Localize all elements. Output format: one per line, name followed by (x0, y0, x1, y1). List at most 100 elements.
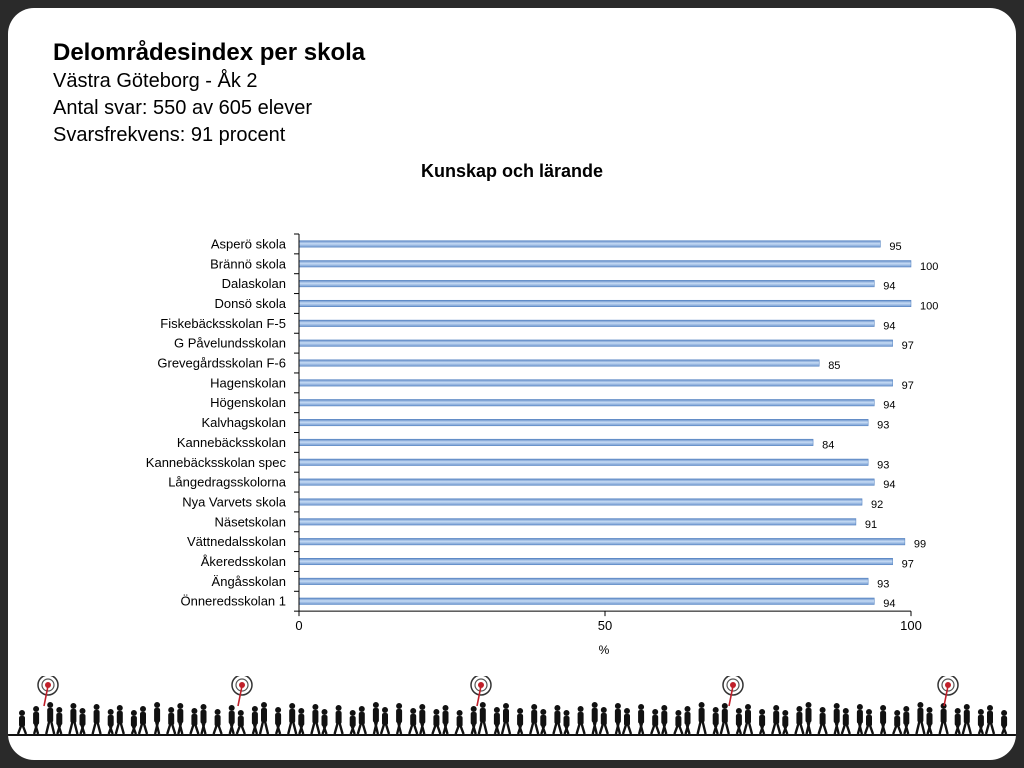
walking-person-icon (408, 708, 419, 735)
value-label: 94 (883, 320, 895, 332)
chart-title: Kunskap och lärande (420, 161, 604, 181)
walking-person-icon (228, 705, 235, 735)
x-tick-label: 50 (598, 618, 612, 633)
walking-person-icon (130, 710, 138, 735)
walking-person-icon (137, 706, 149, 735)
category-label: Ängåsskolan (212, 574, 286, 589)
subtitle-area: Västra Göteborg - Åk 2 (53, 70, 258, 92)
target-icon (37, 676, 59, 707)
bar (298, 438, 814, 446)
walking-person-icon (298, 708, 305, 735)
walking-person-icon (274, 707, 282, 735)
walking-person-icon (879, 705, 887, 735)
walking-person-icon (805, 702, 812, 735)
response-count: Antal svar: 550 av 605 elever (53, 97, 313, 119)
bar (298, 518, 857, 526)
category-label: Långedragsskolorna (168, 475, 287, 490)
walking-person-icon (356, 706, 367, 735)
walking-person-icon (782, 710, 789, 735)
category-labels-group: Asperö skola Brännö skola Dalaskolan Donsö … (146, 236, 287, 608)
walking-person-icon (419, 704, 426, 735)
value-label: 99 (914, 539, 926, 551)
walking-person-icon (771, 705, 782, 735)
walking-person-icon (961, 704, 972, 735)
walking-person-icon (650, 709, 661, 735)
walking-person-icon (856, 704, 864, 735)
category-label: Brännö skola (210, 256, 287, 271)
value-label: 94 (883, 598, 895, 610)
value-label: 97 (902, 340, 914, 352)
walking-person-icon (1000, 710, 1008, 735)
walking-person-icon (673, 710, 684, 735)
walking-person-icon (477, 702, 488, 735)
value-label: 94 (883, 400, 895, 412)
walking-person-icon (333, 705, 344, 735)
walking-person-icon (863, 709, 875, 735)
walking-person-icon (310, 704, 321, 735)
value-label: 94 (883, 479, 895, 491)
walking-person-icon (32, 706, 40, 735)
walking-person-icon (712, 707, 719, 735)
bar (298, 280, 875, 288)
category-label: Näsetskolan (214, 514, 286, 529)
walking-person-icon (984, 705, 996, 735)
walking-person-icon (758, 709, 766, 735)
walking-person-icon (321, 709, 328, 735)
value-label: 93 (877, 459, 889, 471)
bar (298, 359, 820, 367)
walking-person-icon (395, 703, 403, 735)
target-icon (231, 676, 253, 707)
bar (298, 597, 875, 605)
category-label: Vättnedalsskolan (187, 534, 286, 549)
value-label: 84 (822, 439, 834, 451)
walking-person-icon (684, 706, 691, 735)
category-label: G Påvelundsskolan (174, 336, 286, 351)
bar-chart: Asperö skola Brännö skola Dalaskolan Donsö … (146, 233, 938, 657)
value-label: 93 (877, 420, 889, 432)
walking-person-icon (621, 708, 633, 735)
value-label: 97 (902, 559, 914, 571)
walking-person-icon (153, 702, 161, 735)
x-tick-label: 100 (900, 618, 922, 633)
walking-person-icon (598, 707, 609, 735)
walking-person-icon (540, 709, 547, 735)
value-label: 97 (902, 380, 914, 392)
axes-group: 0 50 100 (294, 233, 922, 633)
category-label: Högenskolan (210, 395, 286, 410)
target-icon (470, 676, 492, 707)
walking-person-icon (189, 708, 200, 735)
walking-person-icon (16, 710, 28, 735)
bar (298, 498, 863, 506)
bars-group (298, 240, 912, 605)
walking-person-icon (470, 706, 477, 735)
walking-person-icon (794, 706, 805, 735)
bar (298, 399, 875, 407)
walking-person-icon (915, 702, 926, 735)
ground-line (8, 734, 1016, 736)
page-title: Delområdesindex per skola (53, 39, 366, 66)
bar (298, 577, 869, 585)
walking-person-icon (516, 708, 524, 735)
walking-person-icon (661, 705, 668, 735)
bar (298, 558, 893, 566)
walking-person-icon (833, 703, 840, 735)
category-label: Asperö skola (211, 236, 287, 251)
bar (298, 379, 893, 387)
walking-person-icon (954, 708, 961, 735)
x-tick-label: 0 (295, 618, 302, 633)
walking-person-icon (817, 707, 828, 735)
header: Delområdesindex per skola Västra Götebor… (53, 38, 365, 149)
value-label: 100 (920, 300, 938, 312)
category-label: Hagenskolan (210, 375, 286, 390)
bar (298, 458, 869, 466)
walking-person-icon (442, 705, 449, 735)
walking-person-icon (114, 705, 125, 735)
walking-person-icon (719, 703, 730, 735)
category-label: Fiskebäcksskolan F-5 (160, 316, 286, 331)
walking-person-icon (200, 704, 207, 735)
walking-person-icon (575, 706, 586, 735)
walking-person-icon (212, 709, 223, 735)
category-label: Donsö skola (214, 296, 286, 311)
walking-person-icon (696, 702, 707, 735)
walking-person-icon (45, 702, 56, 735)
